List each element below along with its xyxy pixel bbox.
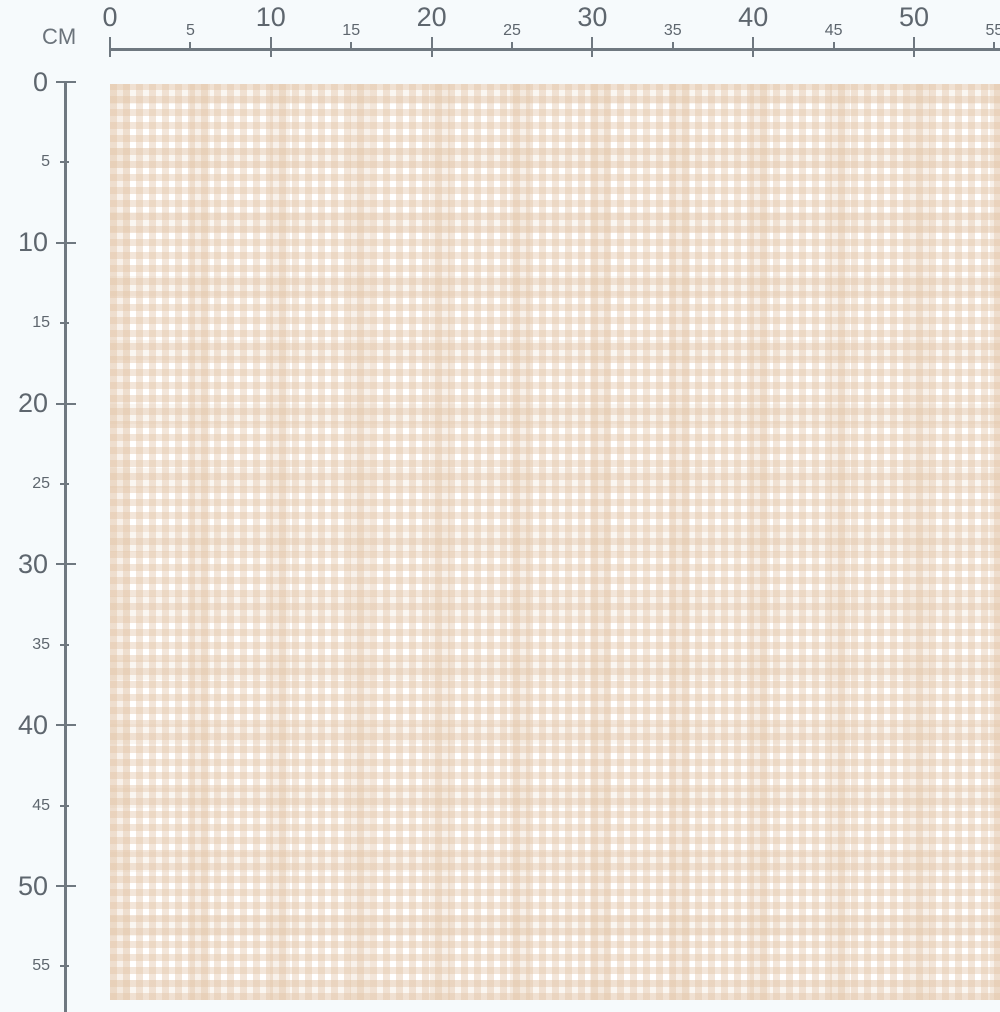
- horizontal-tick-label: 50: [899, 2, 929, 33]
- horizontal-tick: [993, 42, 995, 51]
- horizontal-tick-label: 55: [986, 22, 1000, 40]
- horizontal-tick: [511, 42, 513, 51]
- vertical-tick: [60, 644, 69, 646]
- horizontal-tick-label: 5: [186, 22, 195, 40]
- vertical-ruler-line: [64, 82, 67, 1012]
- vertical-tick: [60, 322, 69, 324]
- horizontal-tick: [431, 37, 433, 57]
- horizontal-tick: [913, 37, 915, 57]
- horizontal-ruler-line: [109, 48, 1000, 51]
- horizontal-tick-label: 40: [738, 2, 768, 33]
- horizontal-tick: [752, 37, 754, 57]
- horizontal-tick: [672, 42, 674, 51]
- horizontal-tick-label: 0: [102, 2, 117, 33]
- vertical-tick: [60, 965, 69, 967]
- vertical-tick: [56, 885, 76, 887]
- vertical-tick-label: 35: [32, 636, 50, 654]
- vertical-tick: [56, 724, 76, 726]
- vertical-tick: [56, 403, 76, 405]
- horizontal-tick-label: 45: [825, 22, 843, 40]
- horizontal-tick: [270, 37, 272, 57]
- horizontal-tick: [189, 42, 191, 51]
- horizontal-tick-label: 25: [503, 22, 521, 40]
- vertical-tick-label: 5: [41, 153, 50, 171]
- vertical-tick-label: 0: [33, 67, 48, 98]
- vertical-tick-label: 10: [18, 227, 48, 258]
- vertical-tick: [60, 161, 69, 163]
- vertical-tick-label: 30: [18, 549, 48, 580]
- vertical-tick: [60, 805, 69, 807]
- vertical-tick-label: 55: [32, 957, 50, 975]
- unit-label: CM: [42, 24, 76, 50]
- horizontal-tick: [833, 42, 835, 51]
- vertical-tick: [56, 242, 76, 244]
- vertical-tick: [56, 563, 76, 565]
- horizontal-tick: [109, 37, 111, 57]
- horizontal-tick-label: 20: [417, 2, 447, 33]
- vertical-tick-label: 25: [32, 475, 50, 493]
- horizontal-tick-label: 35: [664, 22, 682, 40]
- horizontal-tick-label: 10: [256, 2, 286, 33]
- vertical-tick-label: 15: [32, 314, 50, 332]
- horizontal-tick: [350, 42, 352, 51]
- horizontal-tick-label: 30: [577, 2, 607, 33]
- vertical-tick-label: 45: [32, 797, 50, 815]
- vertical-tick: [56, 81, 76, 83]
- vertical-tick-label: 40: [18, 710, 48, 741]
- horizontal-tick: [591, 37, 593, 57]
- vertical-tick: [60, 483, 69, 485]
- vertical-tick-label: 50: [18, 871, 48, 902]
- fabric-pattern-preview: [110, 84, 1000, 1000]
- vertical-tick-label: 20: [18, 388, 48, 419]
- horizontal-tick-label: 15: [342, 22, 360, 40]
